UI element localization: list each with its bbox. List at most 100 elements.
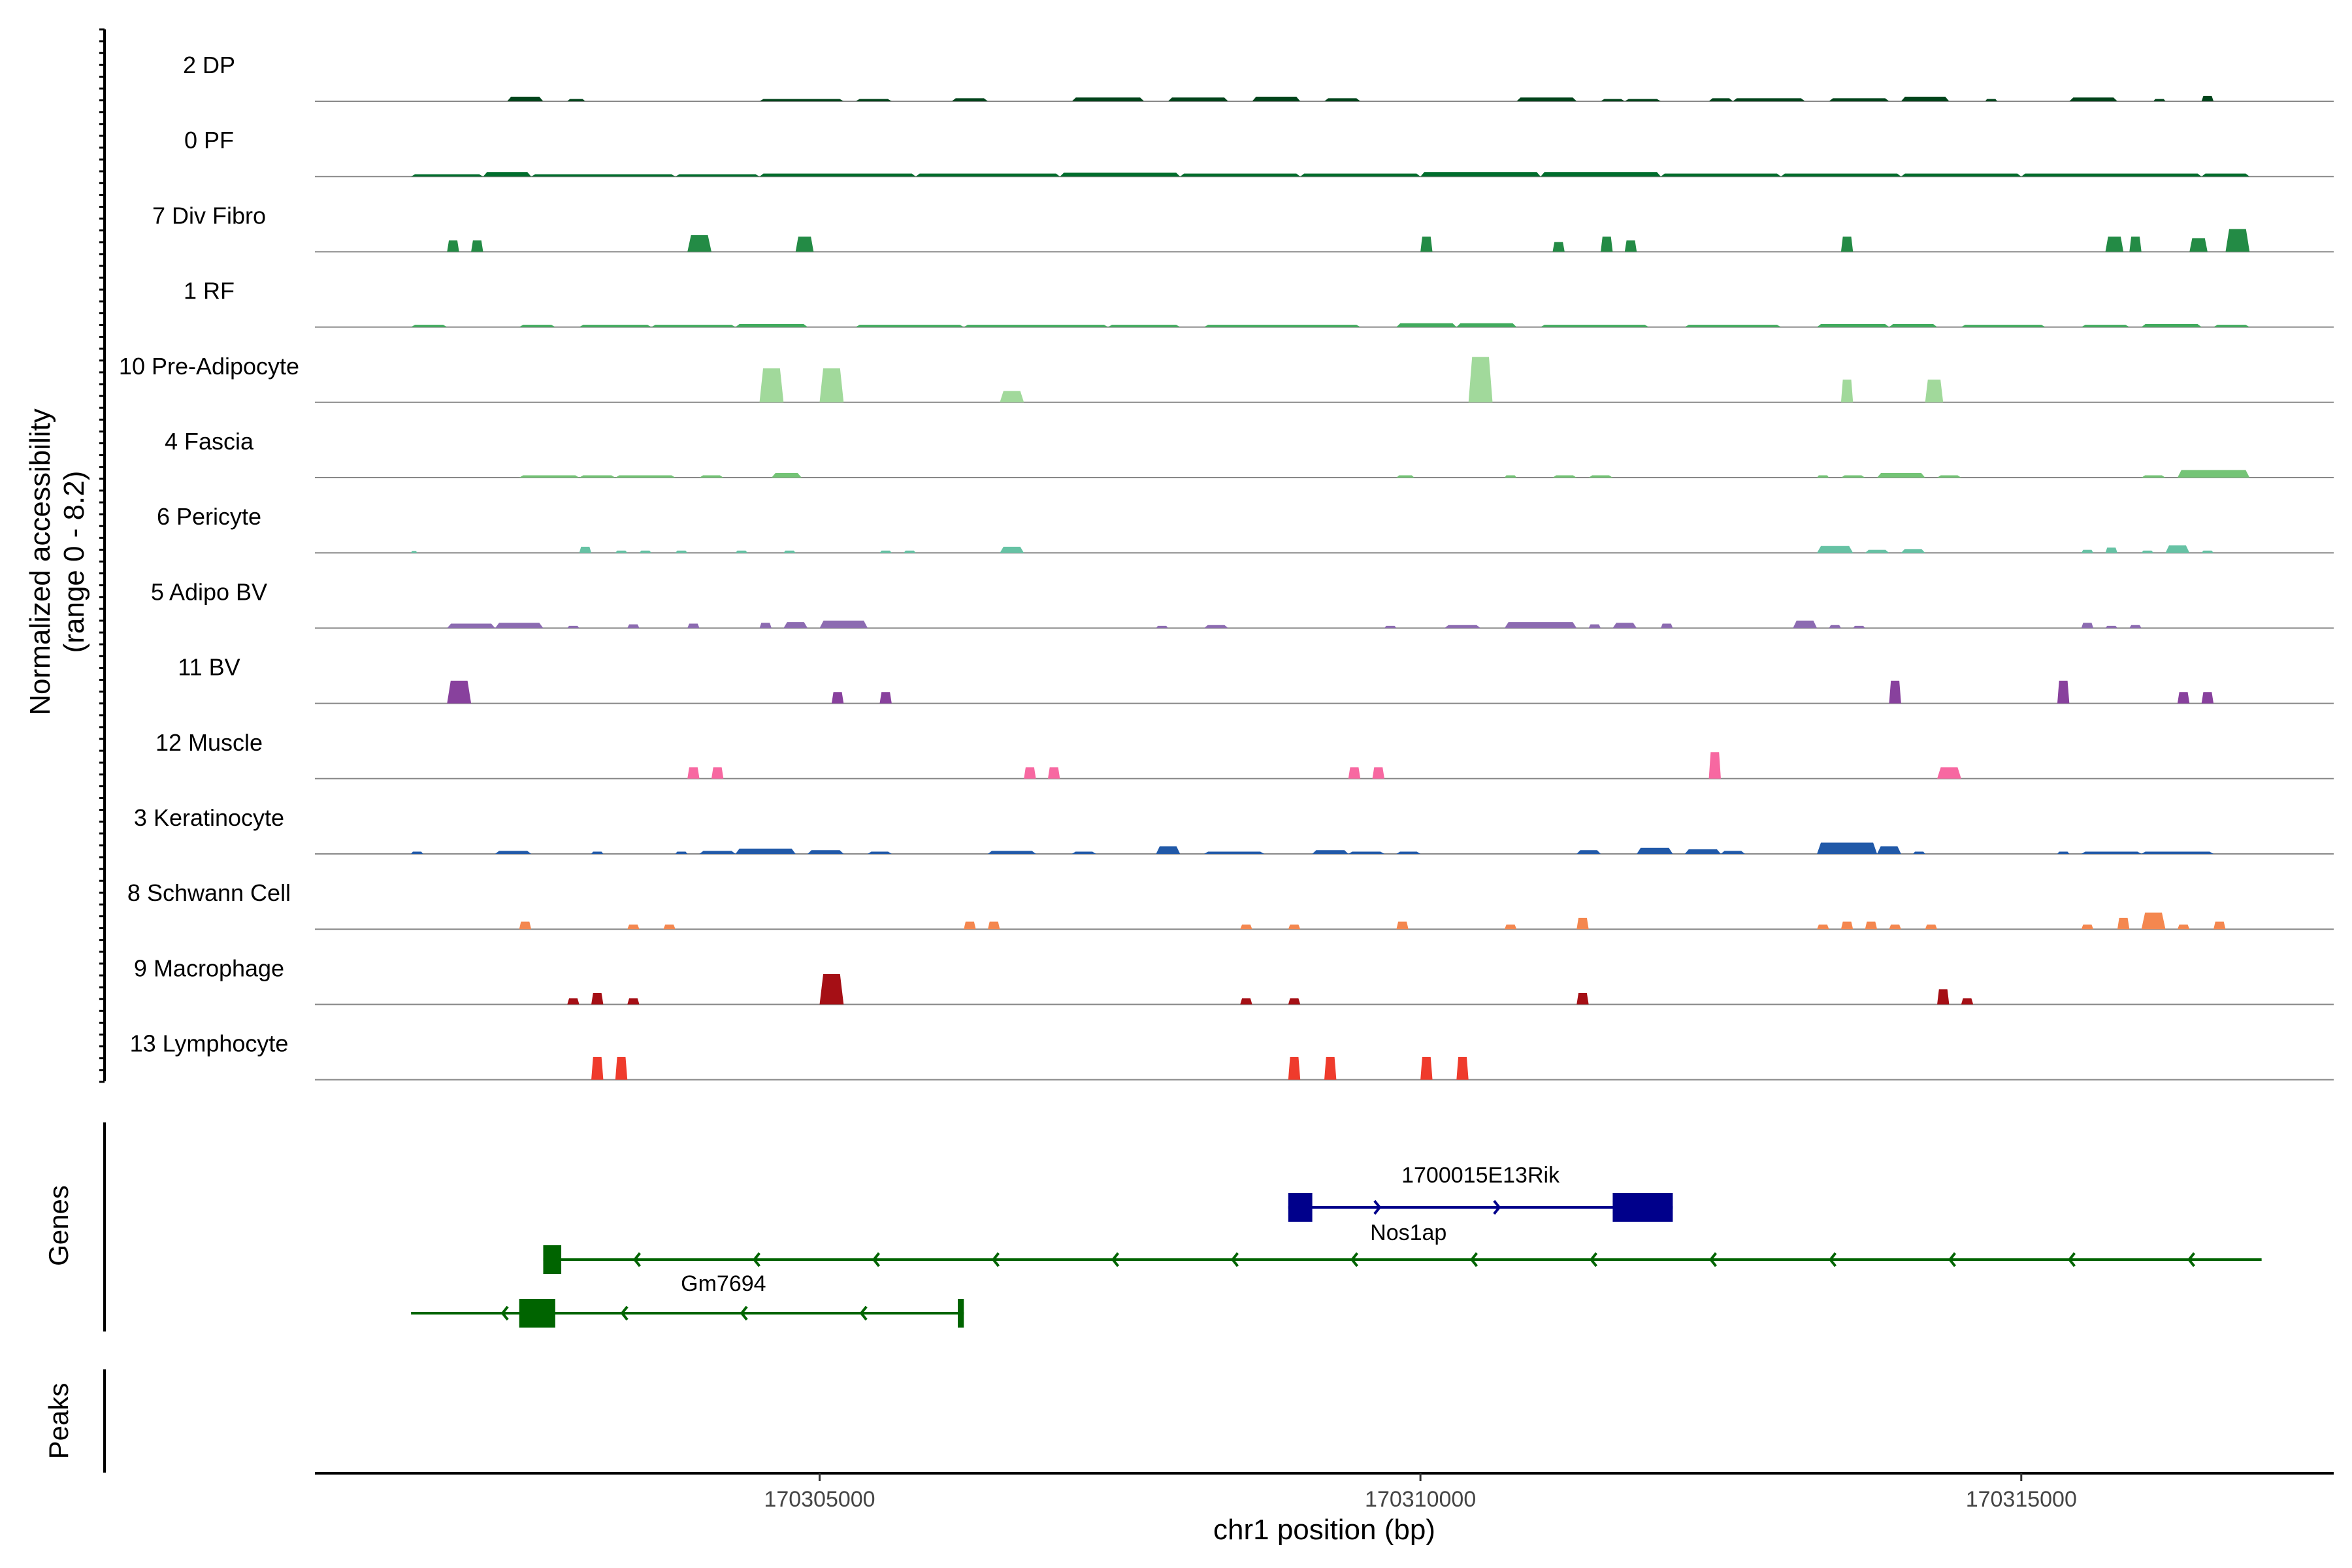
coverage-peak <box>879 550 892 553</box>
gene-nos1ap: Nos1ap <box>543 1220 2262 1274</box>
coverage-peak <box>1684 325 1781 327</box>
y-axis-ruler <box>99 28 106 1083</box>
coverage-peak <box>483 172 532 177</box>
coverage-peak <box>447 680 472 704</box>
coverage-peak <box>411 851 423 854</box>
coverage-peak <box>735 848 796 854</box>
coverage-peak <box>1889 323 1938 327</box>
coverage-peak <box>495 851 532 854</box>
coverage-peak <box>1071 97 1145 101</box>
coverage-peak <box>1889 924 1901 930</box>
track: 2 DP <box>183 52 2334 102</box>
coverage-peak <box>1468 357 1493 402</box>
coverage-peak <box>783 550 796 553</box>
coverage-peak <box>591 1056 604 1080</box>
y-axis-label-line2: (range 0 - 8.2) <box>58 471 90 653</box>
strand-arrow <box>1828 1252 1837 1267</box>
coverage-peak <box>1384 625 1397 629</box>
coverage-peak <box>579 546 592 553</box>
track-label: 10 Pre-Adipocyte <box>119 353 299 380</box>
gene-annotation-track: 1700015E13Rik Nos1ap Gm7694 <box>411 1163 2262 1328</box>
x-tick-label: 170310000 <box>1365 1487 1476 1512</box>
coverage-peak <box>1504 475 1517 478</box>
coverage-peak <box>2117 917 2130 930</box>
coverage-peak <box>1720 851 1745 854</box>
coverage-peak <box>1637 847 1673 854</box>
coverage-peak <box>615 550 628 553</box>
coverage-peak <box>771 473 802 478</box>
coverage-peak <box>904 550 916 553</box>
coverage-peak <box>651 325 736 327</box>
coverage-peak <box>1937 767 1961 779</box>
coverage-peak <box>868 851 892 854</box>
coverage-peak <box>711 767 724 779</box>
coverage-peak <box>2177 470 2250 478</box>
coverage-peak <box>447 240 459 252</box>
coverage-peak <box>1444 625 1481 629</box>
coverage-peak <box>1877 846 1901 854</box>
coverage-peak <box>1661 173 1781 177</box>
coverage-peak <box>627 924 640 930</box>
coverage-peak <box>2105 237 2124 252</box>
coverage-peak <box>1817 842 1878 854</box>
coverage-peak <box>675 174 760 177</box>
coverage-peak <box>1901 173 2021 177</box>
coverage-peak <box>1047 767 1060 779</box>
track-label: 12 Muscle <box>155 729 263 756</box>
coverage-peak <box>627 998 640 1005</box>
coverage-peak <box>1420 237 1433 252</box>
coverage-peak <box>1708 752 1721 779</box>
coverage-peak <box>1107 325 1181 327</box>
coverage-peak <box>915 173 1060 177</box>
coverage-peak <box>1396 475 1414 478</box>
coverage-peak <box>519 921 532 930</box>
coverage-peak <box>2081 851 2142 854</box>
coverage-peak <box>687 623 700 629</box>
coverage-peak <box>639 550 651 553</box>
coverage-peak <box>964 325 1108 327</box>
track-label: 4 Fascia <box>165 428 254 455</box>
coverage-peak <box>1504 924 1517 930</box>
coverage-peak <box>759 173 916 177</box>
coverage-peak <box>495 623 544 629</box>
strand-arrow <box>1111 1252 1120 1267</box>
coverage-peak <box>1312 850 1348 854</box>
coverage-peak <box>964 921 976 930</box>
strand-arrow <box>1708 1252 1718 1267</box>
coverage-peak <box>2201 95 2214 101</box>
coverage-peak <box>1913 851 1925 854</box>
coverage-peak <box>1840 380 1854 402</box>
coverage-peak <box>1180 173 1301 177</box>
coverage-peak <box>1925 924 1938 930</box>
coverage-peak <box>519 325 555 327</box>
coverage-peak <box>1961 325 2046 327</box>
coverage-peak <box>759 623 772 629</box>
strand-arrow <box>500 1305 509 1321</box>
coverage-peak <box>2153 99 2166 101</box>
coverage-peak <box>1456 1056 1469 1080</box>
coverage-peak <box>2177 924 2190 930</box>
coverage-peak <box>1552 242 1565 252</box>
coverage-peak <box>1793 620 1818 629</box>
coverage-peak <box>531 174 676 177</box>
coverage-peak <box>2081 924 2094 930</box>
coverage-peak <box>1240 998 1252 1005</box>
x-tick-label: 170315000 <box>1966 1487 2077 1512</box>
track: 4 Fascia <box>165 428 2334 478</box>
coverage-peak <box>1324 98 1361 101</box>
coverage-peak <box>1288 998 1301 1005</box>
coverage-peak <box>735 550 748 553</box>
coverage-peak <box>411 551 417 553</box>
coverage-peak <box>2129 237 2142 252</box>
coverage-peak <box>759 368 784 402</box>
strand-arrow <box>1373 1200 1382 1215</box>
strand-arrow <box>2067 1252 2076 1267</box>
coverage-peak <box>2165 545 2190 553</box>
coverage-peak <box>1601 237 1613 252</box>
coverage-peak <box>1937 989 1950 1005</box>
track-label: 3 Keratinocyte <box>134 804 284 831</box>
coverage-peak <box>1396 323 1457 327</box>
coverage-peak <box>1396 851 1421 854</box>
coverage-peak <box>2141 475 2166 478</box>
coverage-peak <box>1817 546 1854 553</box>
